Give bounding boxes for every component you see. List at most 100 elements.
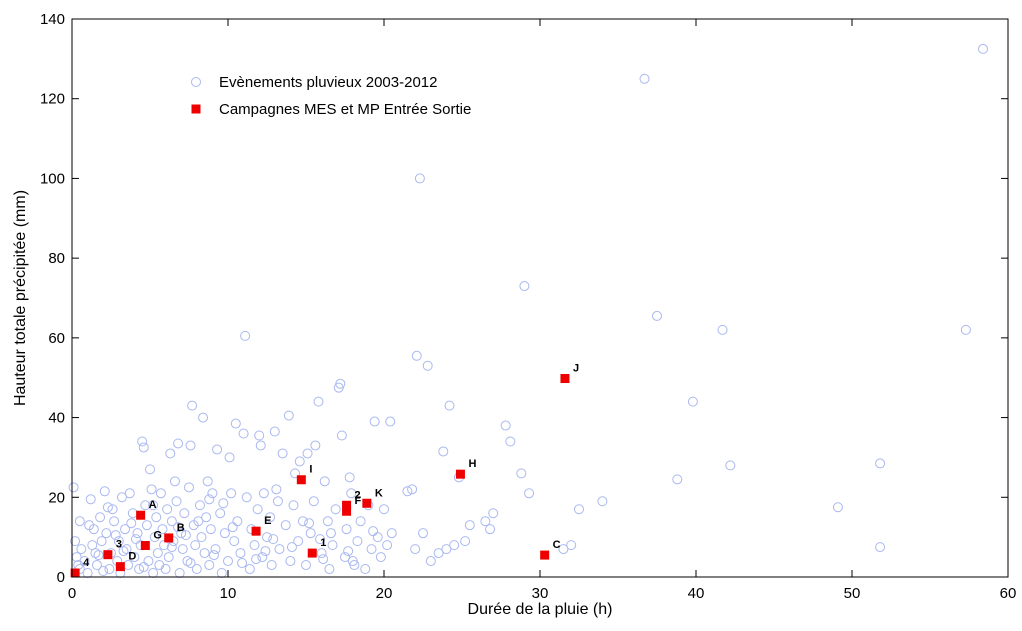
data-point-rain-event (229, 536, 240, 547)
data-point-rain-event (460, 536, 471, 547)
y-tick-label: 120 (40, 91, 65, 108)
data-point-rain-event (104, 564, 115, 575)
legend-label-rain-events: Evènements pluvieux 2003-2012 (219, 74, 437, 91)
data-point-campaign (296, 475, 306, 485)
data-point-rain-event (207, 488, 218, 499)
data-point-rain-event (202, 476, 213, 487)
data-point-campaign (115, 562, 125, 572)
data-point-rain-event (283, 410, 294, 421)
data-point-rain-event (319, 476, 330, 487)
data-point-rain-event (93, 550, 104, 561)
data-point-rain-event (204, 494, 215, 505)
data-point-rain-event (480, 516, 491, 527)
data-point-rain-event (110, 530, 121, 541)
data-point-rain-event (176, 528, 187, 539)
data-point-rain-event (322, 516, 333, 527)
data-point-rain-event (402, 486, 413, 497)
campaign-label: F (355, 495, 362, 507)
data-point-rain-event (411, 350, 422, 361)
data-point-rain-event (113, 536, 124, 547)
campaign-label: H (468, 458, 476, 470)
data-point-rain-event (241, 492, 252, 503)
data-point-rain-event (152, 548, 163, 559)
data-point-rain-event (101, 528, 112, 539)
data-point-rain-event (173, 522, 184, 533)
campaign-label: 3 (116, 539, 122, 551)
data-point-rain-event (169, 476, 180, 487)
data-point-rain-event (204, 560, 215, 571)
x-tick-label: 0 (68, 585, 76, 602)
data-point-rain-event (196, 532, 207, 543)
data-point-rain-event (355, 516, 366, 527)
data-point-rain-event (194, 500, 205, 511)
data-point-rain-event (425, 556, 436, 567)
legend-marker-rain-events (191, 77, 201, 87)
campaign-label: D (128, 551, 136, 563)
data-point-rain-event (516, 468, 527, 479)
data-point-rain-event (198, 412, 209, 423)
data-point-rain-event (165, 448, 176, 459)
y-tick-label: 20 (48, 489, 65, 506)
data-point-rain-event (265, 512, 276, 523)
data-point-rain-event (524, 488, 535, 499)
campaign-label: G (153, 530, 162, 542)
data-point-rain-event (875, 458, 886, 469)
data-point-rain-event (205, 524, 216, 535)
data-point-campaign (342, 506, 352, 516)
data-point-rain-event (82, 568, 93, 579)
data-point-rain-event (143, 556, 154, 567)
data-point-campaign (136, 510, 146, 520)
data-point-rain-event (85, 494, 96, 505)
data-point-rain-event (286, 542, 297, 553)
data-point-rain-event (179, 508, 190, 519)
data-point-rain-event (124, 488, 135, 499)
data-point-rain-event (238, 428, 249, 439)
data-point-rain-event (346, 488, 357, 499)
data-point-rain-event (134, 564, 145, 575)
data-point-rain-event (505, 436, 516, 447)
data-point-rain-event (226, 488, 237, 499)
data-point-rain-event (127, 508, 138, 519)
data-point-rain-event (166, 542, 177, 553)
data-point-rain-event (280, 520, 291, 531)
data-point-rain-event (184, 482, 194, 493)
data-point-rain-event (208, 550, 219, 561)
legend: Evènements pluvieux 2003-2012 Campagnes … (191, 74, 471, 118)
data-point-rain-event (414, 173, 425, 184)
data-point-rain-event (140, 500, 151, 511)
data-point-rain-event (219, 528, 230, 539)
x-axis-label: Durée de la pluie (h) (468, 601, 613, 618)
data-point-rain-event (464, 520, 475, 531)
data-point-rain-event (597, 496, 608, 507)
data-point-rain-event (180, 530, 191, 541)
data-point-rain-event (254, 430, 265, 441)
data-point-rain-event (290, 468, 301, 479)
data-point-rain-event (410, 544, 421, 555)
data-point-rain-event (288, 500, 299, 511)
data-point-rain-event (223, 556, 233, 567)
data-point-rain-event (163, 552, 174, 563)
data-point-rain-event (344, 472, 355, 483)
data-point-rain-event (488, 508, 499, 519)
data-point-rain-event (91, 560, 102, 571)
data-point-rain-event (327, 540, 338, 551)
data-point-rain-event (173, 438, 184, 449)
data-point-campaign (103, 550, 113, 560)
data-point-rain-event (978, 43, 989, 54)
data-point-rain-event (375, 552, 386, 563)
campaign-label: A (149, 499, 157, 511)
data-point-rain-event (154, 560, 165, 571)
data-point-rain-event (305, 528, 316, 539)
data-point-rain-event (271, 484, 282, 495)
data-point-rain-event (182, 556, 193, 567)
data-point-rain-event (372, 532, 383, 543)
campaign-label: 4 (83, 557, 90, 569)
data-point-rain-event (574, 504, 584, 515)
data-point-rain-event (145, 464, 155, 475)
campaign-label: 1 (320, 537, 326, 549)
data-point-rain-event (193, 516, 204, 527)
data-point-campaign (540, 550, 550, 560)
data-point-rain-event (277, 448, 288, 459)
